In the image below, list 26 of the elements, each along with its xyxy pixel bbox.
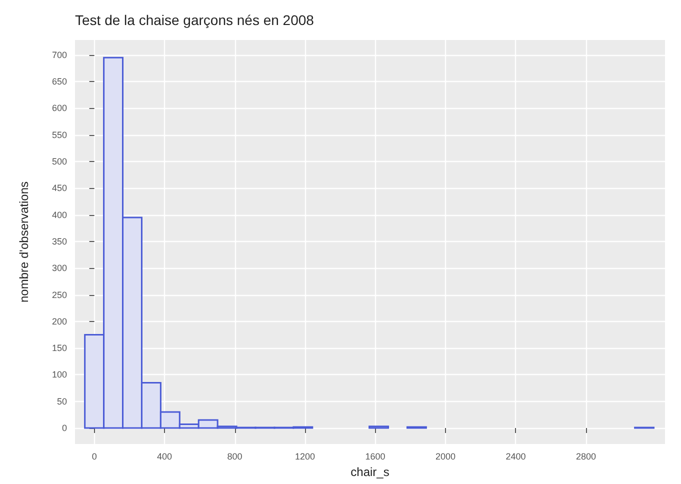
x-tick-label: 1600 (365, 452, 386, 462)
chart-title: Test de la chaise garçons nés en 2008 (75, 12, 314, 28)
y-tick-label: 0 (62, 423, 67, 434)
x-axis-title: chair_s (350, 465, 390, 479)
x-tick-label: 2400 (506, 452, 526, 462)
y-tick-label: 600 (52, 103, 67, 114)
y-tick-label: 700 (52, 50, 67, 60)
x-tick-label: 1200 (295, 452, 316, 462)
x-tick-label: 400 (157, 452, 172, 462)
x-tick-label: 0 (92, 452, 97, 462)
y-tick-label: 550 (52, 130, 67, 140)
y-tick-label: 450 (52, 183, 67, 194)
y-tick-label: 650 (52, 76, 67, 87)
x-tick-label: 800 (227, 452, 242, 462)
y-tick-label: 250 (52, 290, 67, 300)
x-tick-label: 2800 (576, 452, 596, 462)
y-tick-label: 350 (52, 236, 67, 246)
y-tick-label: 50 (56, 396, 67, 406)
y-axis-title: nombre d'observations (17, 181, 31, 303)
y-tick-label: 300 (52, 263, 67, 274)
x-tick-label: 2000 (435, 452, 456, 462)
y-tick-label: 150 (52, 343, 67, 354)
y-tick-label: 100 (52, 370, 67, 380)
y-tick-label: 500 (52, 156, 67, 167)
y-tick-label: 200 (52, 316, 67, 326)
y-tick-label: 400 (52, 210, 67, 220)
